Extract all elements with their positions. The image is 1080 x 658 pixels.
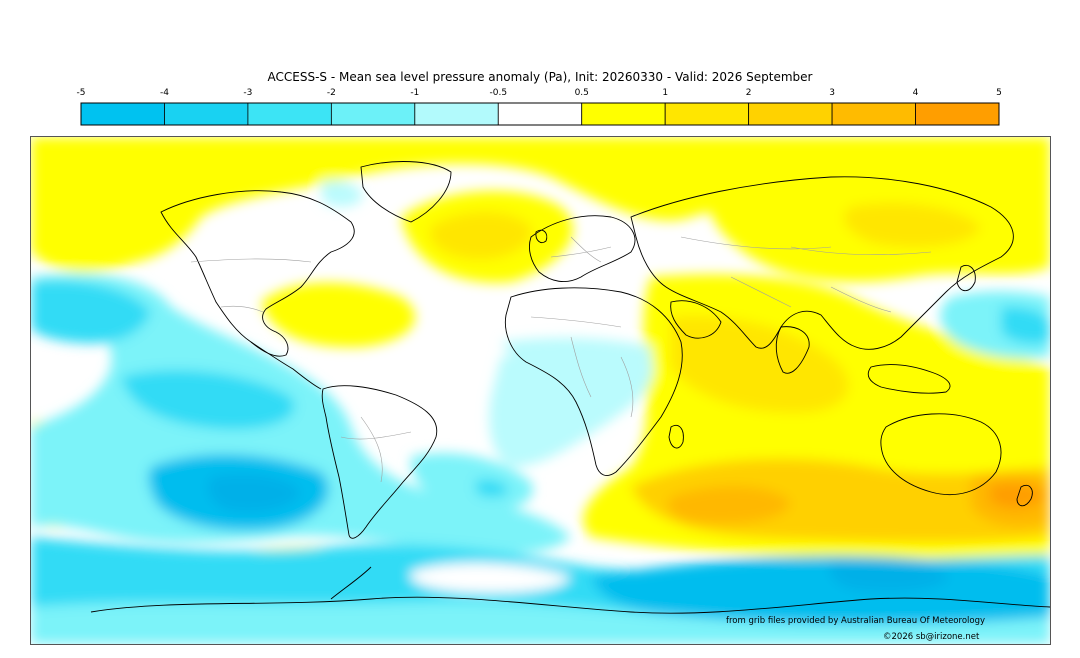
- map-title: ACCESS-S - Mean sea level pressure anoma…: [267, 70, 813, 84]
- coast-central-america: [250, 341, 322, 390]
- anomaly-fields: [31, 137, 1050, 644]
- colorbar-bin: [80, 102, 165, 126]
- colorbar-tick-labels: -5 -4 -3 -2 -1 -0.5 0.5 1 2 3 4 5: [77, 88, 1002, 98]
- border-russia-china: [790, 246, 932, 256]
- field-africa-faint-negative: [501, 337, 652, 369]
- border-africa-b: [570, 336, 592, 398]
- coast-africa: [504, 287, 683, 476]
- border-asia-c: [830, 286, 892, 313]
- field-antarctic-light: [31, 601, 1050, 644]
- colorbar-bin: [330, 102, 416, 126]
- colorbar-bin: [831, 102, 916, 126]
- coast-north-america: [160, 190, 355, 357]
- coast-antarctic-peninsula: [330, 566, 372, 600]
- colorbar-bin: [247, 102, 332, 126]
- border-south-america-a: [360, 416, 383, 483]
- border-africa-a: [530, 316, 622, 328]
- field-greenland-negative: [321, 180, 363, 207]
- border-africa-c: [620, 356, 634, 418]
- border-south-america-b: [340, 431, 412, 440]
- coast-indonesia: [867, 364, 951, 394]
- colorbar-tick-label: -4: [160, 88, 169, 98]
- border-asia-a: [680, 236, 832, 250]
- colorbar-tick-label: -5: [77, 88, 86, 98]
- border-europe-b: [550, 246, 612, 258]
- country-borders: [190, 236, 932, 483]
- coastlines: [90, 161, 1050, 614]
- field-nepac-mid: [1001, 306, 1050, 344]
- colorbar-bins: [80, 102, 1000, 126]
- colorbar-tick-label: 5: [996, 88, 1002, 98]
- coast-south-america: [321, 385, 438, 539]
- field-satl-negative: [489, 351, 653, 467]
- field-pacific-negative-mid: [31, 280, 151, 344]
- field-carib-positive: [261, 282, 416, 348]
- colorbar-tick-label: -3: [243, 88, 252, 98]
- border-mexico-usa: [220, 305, 264, 313]
- coast-new-zealand: [1016, 484, 1033, 507]
- coast-australia: [880, 413, 1002, 496]
- coast-arabia: [670, 300, 722, 339]
- coast-antarctica: [90, 596, 1050, 614]
- coast-uk: [535, 229, 548, 243]
- colorbar-tick-label: 2: [746, 88, 752, 98]
- map-frame: [30, 136, 1051, 645]
- anomaly-map: [31, 137, 1050, 644]
- field-npac-positive: [31, 167, 171, 272]
- field-asia-positive-core: [843, 203, 981, 247]
- field-atlantic-negative-mid: [410, 453, 533, 511]
- colorbar-bin: [414, 102, 499, 126]
- colorbar-bin: [581, 102, 666, 126]
- colorbar-bin: [164, 102, 249, 126]
- coast-asia: [630, 176, 1014, 350]
- coast-madagascar: [668, 424, 684, 449]
- colorbar-bin: [915, 102, 1000, 126]
- field-satl-blob: [476, 479, 509, 498]
- border-asia-b: [730, 276, 792, 308]
- coast-india: [775, 326, 810, 374]
- colorbar-tick-label: -2: [327, 88, 336, 98]
- colorbar-outline: [80, 102, 1000, 126]
- copyright-credit: ©2026 sb@irizone.net: [883, 632, 980, 642]
- coast-greenland: [360, 161, 452, 223]
- coast-japan: [956, 264, 976, 292]
- field-ross-core: [829, 560, 951, 592]
- border-canada-usa: [190, 258, 312, 263]
- colorbar-bin: [664, 102, 750, 126]
- colorbar-tick-label: 1: [662, 88, 668, 98]
- field-indian-positive-light: [671, 316, 849, 413]
- data-source-credit: from grib files provided by Australian B…: [726, 616, 986, 626]
- field-southpac-core: [207, 473, 301, 513]
- colorbar-bin: [497, 102, 583, 126]
- colorbar-tick-label: -0.5: [489, 88, 507, 98]
- colorbar-tick-label: 0.5: [575, 88, 589, 98]
- border-europe-a: [570, 236, 602, 263]
- colorbar-legend: -5 -4 -3 -2 -1 -0.5 0.5 1 2 3 4 5: [77, 88, 1002, 126]
- field-tropical-pacific-mid: [121, 369, 295, 430]
- colorbar-tick-label: 3: [829, 88, 835, 98]
- field-natl-positive-core: [430, 212, 532, 260]
- colorbar-tick-label: 4: [913, 88, 919, 98]
- field-south-indian-strong: [667, 486, 791, 524]
- coast-europe: [528, 215, 636, 283]
- field-southern-ocean-neutral: [410, 562, 571, 594]
- colorbar-tick-label: -1: [410, 88, 419, 98]
- field-arctic-positive: [31, 137, 1050, 267]
- colorbar-bin: [748, 102, 833, 126]
